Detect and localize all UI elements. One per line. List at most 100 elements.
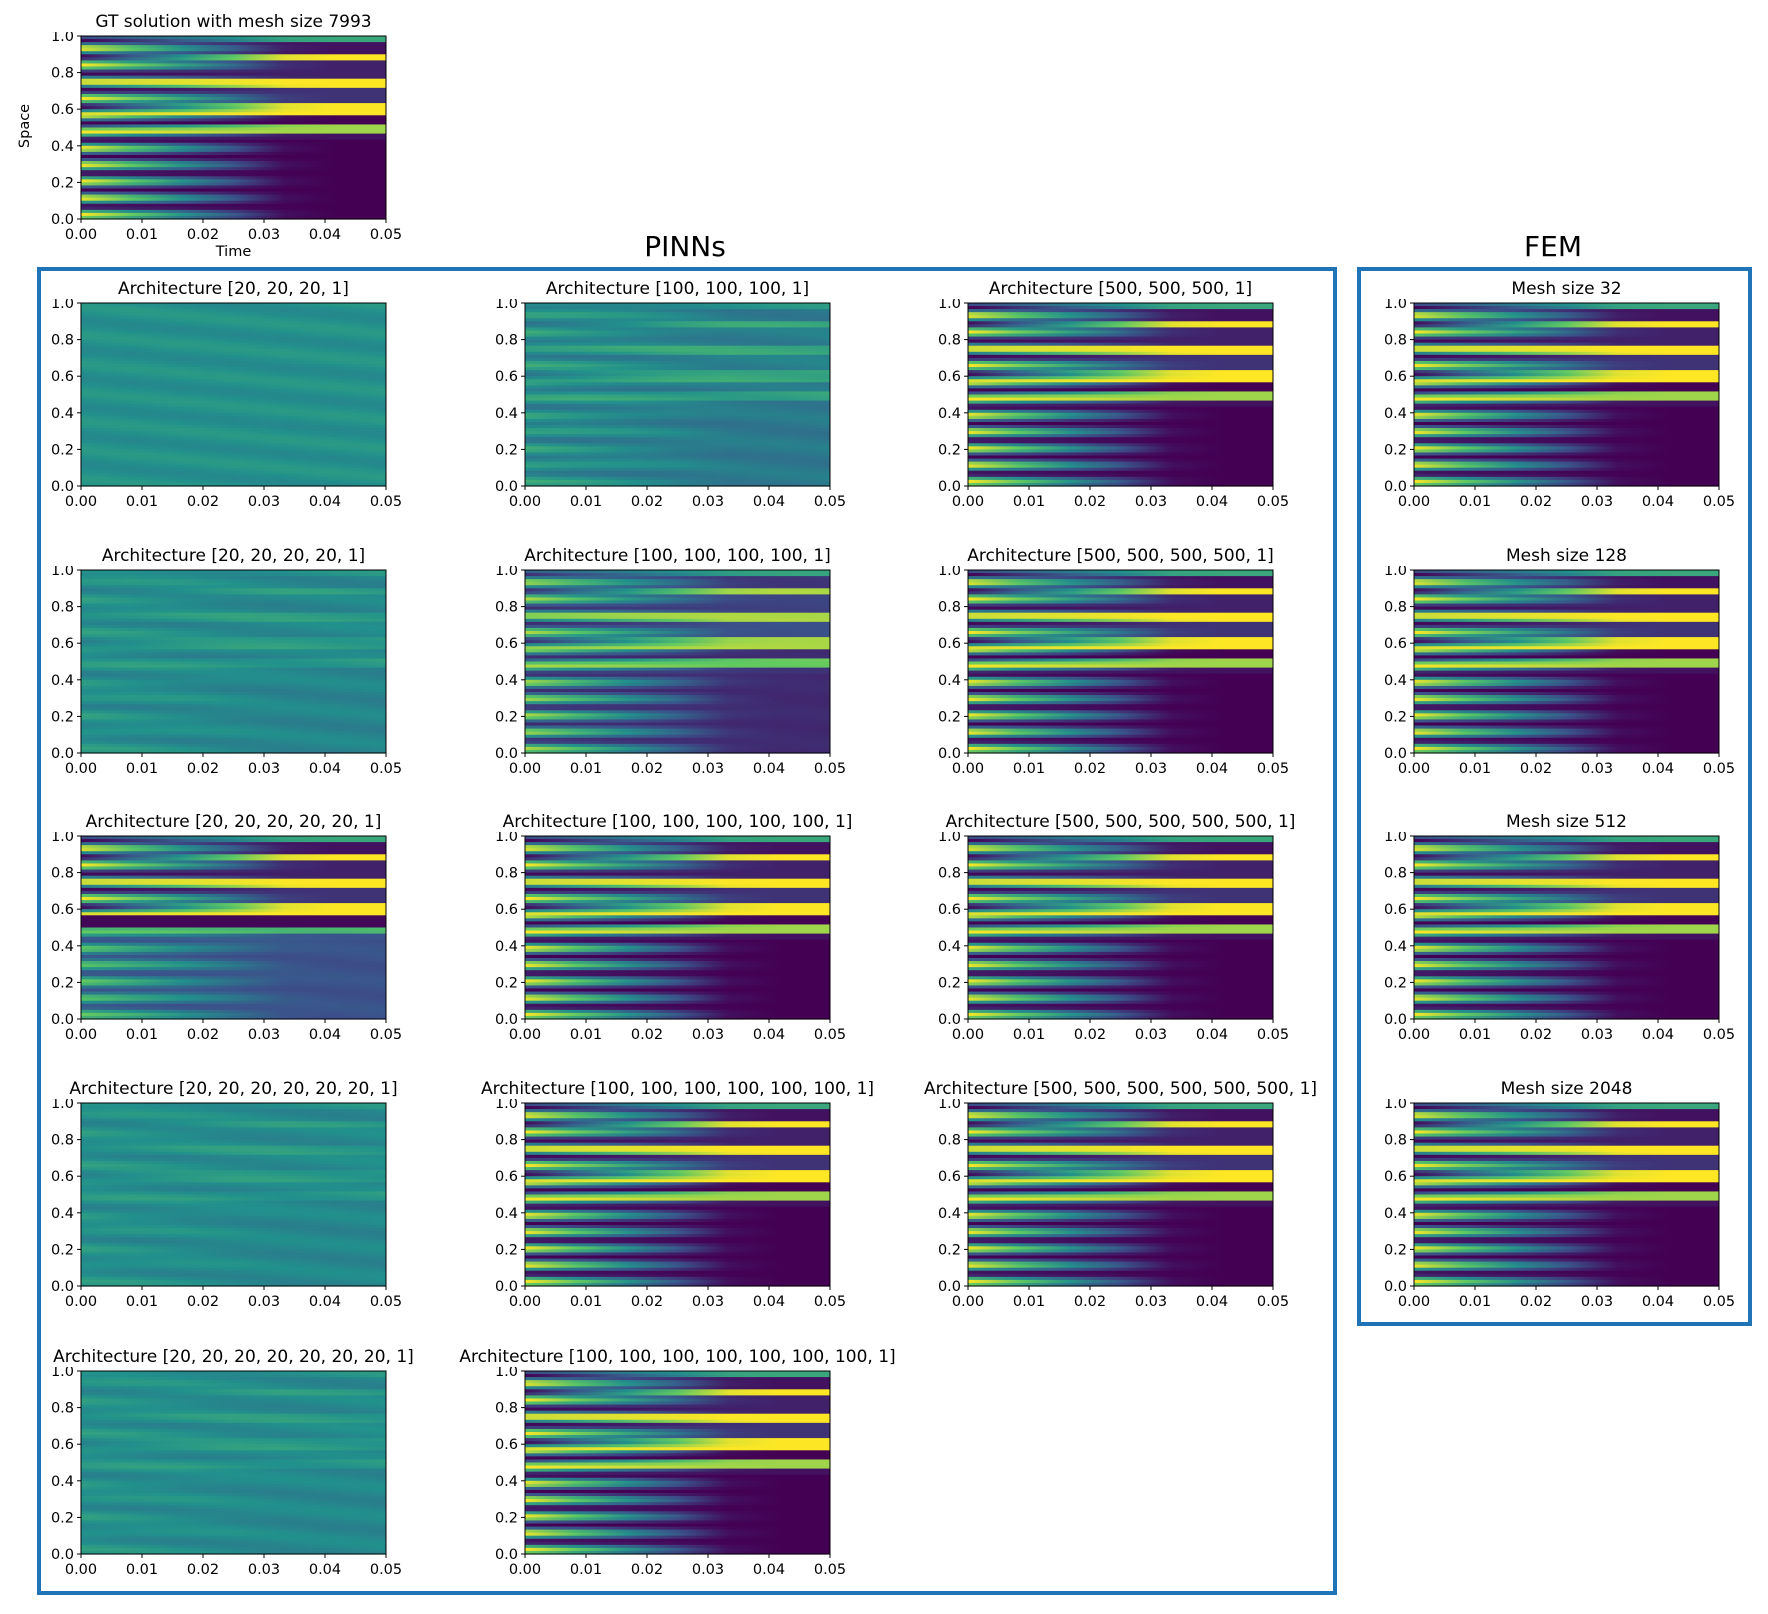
heatmap-row: [1414, 612, 1719, 617]
heatmap-row: [968, 351, 1273, 356]
heatmap-row: [1414, 1170, 1719, 1174]
heatmap-row: [525, 631, 830, 635]
heatmap-row: [1414, 884, 1719, 889]
heatmap-row: [525, 428, 830, 432]
heatmap-row: [525, 1505, 830, 1509]
y-tick-label: 0.0: [938, 746, 961, 762]
heatmap-row: [525, 679, 830, 684]
heatmap-row: [1414, 348, 1719, 353]
heatmap-row: [525, 667, 830, 672]
heatmap-row: [81, 909, 386, 913]
heatmap-row: [525, 900, 830, 904]
heatmap-row: [525, 425, 830, 429]
heatmap-row: [1414, 634, 1719, 638]
heatmap-row: [1414, 909, 1719, 913]
heatmap-gt: 0.0 0.2 0.4 0.6 0.8 1.0 0.00 0.01 0.02 0.03 0.04 0.…: [51, 32, 402, 259]
heatmap-row: [81, 81, 386, 86]
heatmap-row: [968, 360, 1273, 365]
heatmap-row: [525, 388, 830, 393]
heatmap-row: [81, 1258, 386, 1263]
heatmap-row: [1414, 845, 1719, 849]
x-tick-label: 0.03: [248, 1294, 280, 1310]
heatmap-row: [525, 473, 830, 478]
heatmap-row: [968, 367, 1273, 371]
heatmap-row: [525, 321, 830, 325]
heatmap-row: [81, 57, 386, 61]
heatmap-row: [968, 476, 1273, 481]
heatmap-row: [968, 624, 1273, 629]
heatmap-pinn-100x3: 0.0 0.2 0.4 0.6 0.8 1.0 0.00 0.01 0.02 0.03 0.04 0.…: [495, 299, 846, 510]
heatmap-row: [968, 679, 1273, 684]
heatmap-row: [81, 618, 386, 623]
heatmap-row: [525, 1462, 830, 1467]
heatmap-row: [525, 1383, 830, 1387]
x-tick-label: 0.00: [952, 494, 984, 510]
heatmap-row: [81, 1523, 386, 1528]
x-tick-label: 0.02: [1520, 1294, 1552, 1310]
heatmap-row: [81, 1136, 386, 1141]
heatmap-row: [525, 897, 830, 901]
heatmap-row: [1414, 725, 1719, 730]
heatmap-row: [81, 1477, 386, 1482]
heatmap-row: [81, 1164, 386, 1168]
heatmap-row: [968, 1200, 1273, 1205]
x-tick-label: 0.04: [753, 1294, 785, 1310]
heatmap-row: [81, 1234, 386, 1238]
x-tick-label: 0.03: [1135, 761, 1167, 777]
y-tick-label: 0.0: [495, 1279, 518, 1295]
heatmap-row: [81, 1489, 386, 1494]
x-tick-label: 0.05: [370, 1027, 402, 1043]
heatmap-row: [525, 452, 830, 457]
heatmap-row: [81, 1511, 386, 1515]
heatmap-row: [1414, 315, 1719, 319]
heatmap-row: [968, 345, 1273, 350]
heatmap-row: [1414, 701, 1719, 705]
heatmap-row: [968, 842, 1273, 846]
heatmap-row: [525, 646, 830, 650]
heatmap-row: [968, 918, 1273, 922]
heatmap-row: [968, 1270, 1273, 1275]
heatmap-row: [525, 1428, 830, 1433]
heatmap-row: [81, 112, 386, 116]
fem-group-box: [1357, 267, 1752, 1326]
heatmap-row: [968, 443, 1273, 447]
heatmap-row: [968, 722, 1273, 727]
heatmap-row: [81, 479, 386, 484]
heatmap-row: [81, 185, 386, 190]
x-tick-label: 0.01: [126, 227, 158, 243]
heatmap-row: [81, 1200, 386, 1205]
heatmap-row: [1414, 1012, 1719, 1017]
heatmap-row: [525, 431, 830, 435]
heatmap-row: [525, 1012, 830, 1017]
heatmap-row: [1414, 606, 1719, 611]
y-tick-label: 0.4: [1384, 673, 1407, 689]
heatmap-row: [1414, 857, 1719, 861]
heatmap-row: [81, 890, 386, 895]
heatmap-row: [81, 84, 386, 89]
heatmap-row: [1414, 318, 1719, 322]
heatmap-row: [968, 1215, 1273, 1220]
x-tick-label: 0.03: [1135, 1294, 1167, 1310]
heatmap-row: [81, 303, 386, 307]
x-tick-label: 0.01: [1013, 1027, 1045, 1043]
heatmap-row: [1414, 330, 1719, 335]
heatmap-row: [81, 357, 386, 362]
heatmap-row: [81, 482, 386, 487]
x-tick-label: 0.03: [1581, 1294, 1613, 1310]
heatmap-row: [81, 1209, 386, 1214]
y-tick-label: 1.0: [938, 1099, 961, 1112]
heatmap-row: [525, 884, 830, 889]
heatmap-row: [81, 376, 386, 380]
heatmap-row: [525, 615, 830, 620]
heatmap-row: [968, 640, 1273, 644]
heatmap-row: [81, 63, 386, 68]
x-tick-label: 0.05: [1703, 1027, 1735, 1043]
panel-title: Architecture [20, 20, 20, 20, 1]: [101, 546, 366, 566]
heatmap-row: [1414, 403, 1719, 408]
heatmap-row: [1414, 881, 1719, 886]
heatmap-row: [525, 418, 830, 423]
heatmap-row: [81, 158, 386, 162]
heatmap-pinn-20x5: 0.0 0.2 0.4 0.6 0.8 1.0 0.00 0.01 0.02 0.03 0.04 0.…: [51, 832, 402, 1043]
heatmap-row: [1414, 412, 1719, 417]
y-tick-label: 0.4: [51, 139, 74, 155]
